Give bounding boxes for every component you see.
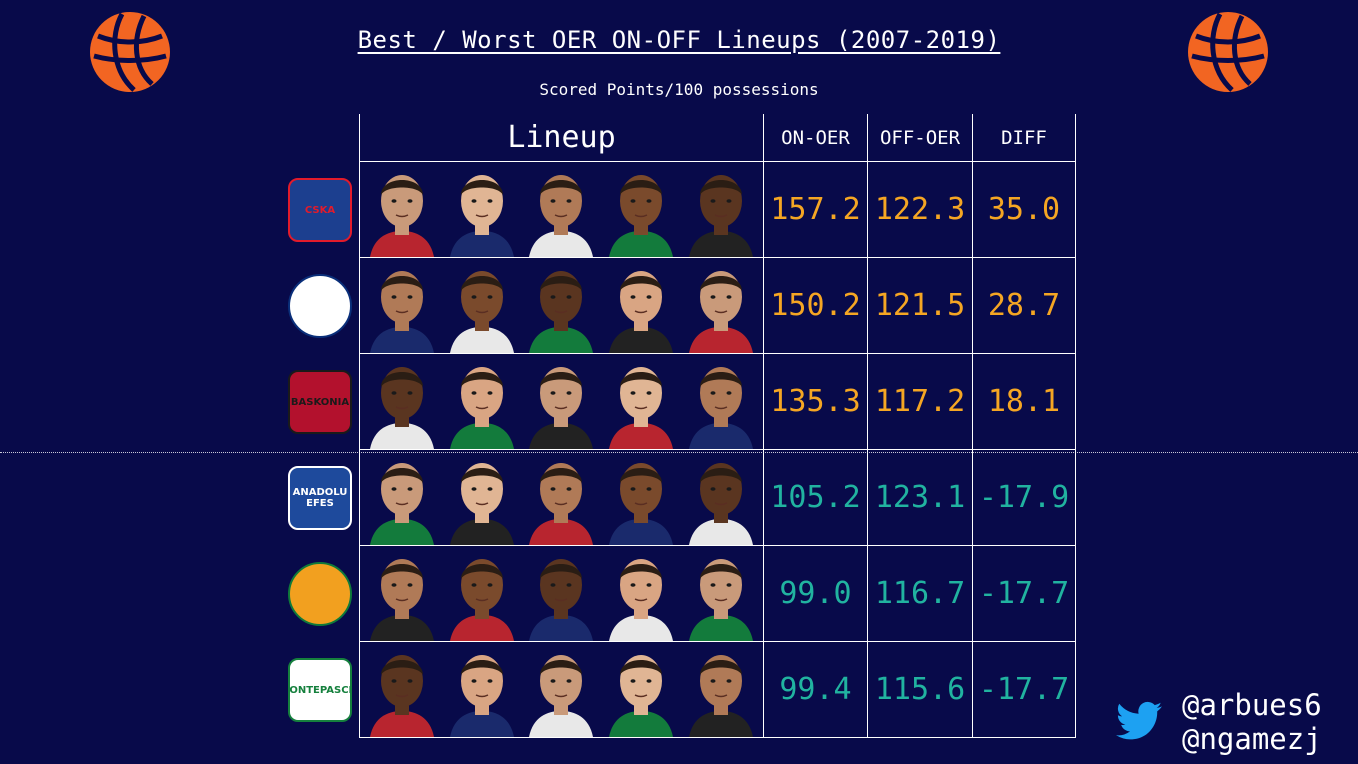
on-oer-value: 105.2 — [763, 449, 868, 546]
table-row: 99.4 115.6 -17.7 — [359, 641, 1076, 738]
chart-title: Best / Worst OER ON-OFF Lineups (2007-20… — [357, 26, 1001, 54]
lineup-players — [359, 641, 764, 738]
baskonia-logo: BASKONIA — [288, 370, 352, 434]
off-oer-value: 115.6 — [867, 641, 973, 738]
on-oer-value: 99.4 — [763, 641, 868, 738]
fenerbahce-logo — [288, 274, 352, 338]
player-headshot-icon — [369, 367, 434, 449]
off-oer-value: 121.5 — [867, 257, 973, 354]
player-headshot-icon — [689, 175, 754, 257]
player-headshot-icon — [449, 367, 514, 449]
twitter-bird-icon — [1116, 701, 1162, 740]
player-headshot-icon — [609, 271, 674, 353]
player-headshot-icon — [689, 559, 754, 641]
diff-value: 18.1 — [972, 353, 1076, 450]
player-headshot-icon — [529, 463, 594, 545]
header-on-oer: ON-OER — [763, 114, 868, 162]
player-headshot-icon — [369, 559, 434, 641]
team-logo-text: CSKA — [304, 204, 336, 216]
on-oer-value: 99.0 — [763, 545, 868, 642]
table-row: 99.0 116.7 -17.7 — [359, 545, 1076, 642]
player-headshot-icon — [609, 559, 674, 641]
player-headshot-icon — [609, 367, 674, 449]
on-oer-value: 150.2 — [763, 257, 868, 354]
table-row: 150.2 121.5 28.7 — [359, 257, 1076, 354]
cska-logo: CSKA — [288, 178, 352, 242]
lineup-players — [359, 161, 764, 258]
on-oer-value: 157.2 — [763, 161, 868, 258]
off-oer-value: 123.1 — [867, 449, 973, 546]
player-headshot-icon — [449, 463, 514, 545]
player-headshot-icon — [449, 655, 514, 737]
header-lineup: Lineup — [359, 114, 764, 162]
twitter-handles: @arbues6 @ngamezj — [1182, 688, 1322, 756]
player-headshot-icon — [609, 175, 674, 257]
player-headshot-icon — [529, 175, 594, 257]
player-headshot-icon — [369, 463, 434, 545]
player-headshot-icon — [609, 655, 674, 737]
lineup-players — [359, 257, 764, 354]
lineup-players — [359, 449, 764, 546]
player-headshot-icon — [529, 655, 594, 737]
player-headshot-icon — [529, 271, 594, 353]
on-oer-value: 135.3 — [763, 353, 868, 450]
player-headshot-icon — [369, 655, 434, 737]
off-oer-value: 116.7 — [867, 545, 973, 642]
player-headshot-icon — [449, 175, 514, 257]
chart-subtitle: Scored Points/100 possessions — [539, 80, 819, 99]
table-row: 105.2 123.1 -17.9 — [359, 449, 1076, 546]
player-headshot-icon — [369, 175, 434, 257]
euroleague-logo-icon — [1188, 12, 1268, 92]
player-headshot-icon — [609, 463, 674, 545]
euroleague-logo-icon — [90, 12, 170, 92]
anadolu-efes-logo: ANADOLU EFES — [288, 466, 352, 530]
team-logo-text: BASKONIA — [290, 396, 350, 408]
diff-value: -17.9 — [972, 449, 1076, 546]
team-logo-text: MONTEPASCHI — [289, 684, 350, 696]
diff-value: 28.7 — [972, 257, 1076, 354]
player-headshot-icon — [689, 655, 754, 737]
header-diff: DIFF — [972, 114, 1076, 162]
player-headshot-icon — [529, 559, 594, 641]
lineup-players — [359, 353, 764, 450]
handle-1[interactable]: @arbues6 — [1182, 688, 1322, 722]
handle-2[interactable]: @ngamezj — [1182, 722, 1322, 756]
player-headshot-icon — [689, 463, 754, 545]
table-row: 157.2 122.3 35.0 — [359, 161, 1076, 258]
player-headshot-icon — [689, 367, 754, 449]
team-logo-text: ANADOLU EFES — [292, 487, 348, 509]
lineup-players — [359, 545, 764, 642]
table-row: 135.3 117.2 18.1 — [359, 353, 1076, 450]
player-headshot-icon — [369, 271, 434, 353]
diff-value: 35.0 — [972, 161, 1076, 258]
lineups-table: Lineup ON-OER OFF-OER DIFF 157.2 122.3 35.… — [359, 114, 1076, 738]
diff-value: -17.7 — [972, 545, 1076, 642]
panathinaikos-logo — [288, 562, 352, 626]
header-off-oer: OFF-OER — [867, 114, 973, 162]
montepaschi-logo: MONTEPASCHI — [288, 658, 352, 722]
off-oer-value: 117.2 — [867, 353, 973, 450]
player-headshot-icon — [449, 559, 514, 641]
player-headshot-icon — [689, 271, 754, 353]
off-oer-value: 122.3 — [867, 161, 973, 258]
diff-value: -17.7 — [972, 641, 1076, 738]
player-headshot-icon — [529, 367, 594, 449]
player-headshot-icon — [449, 271, 514, 353]
